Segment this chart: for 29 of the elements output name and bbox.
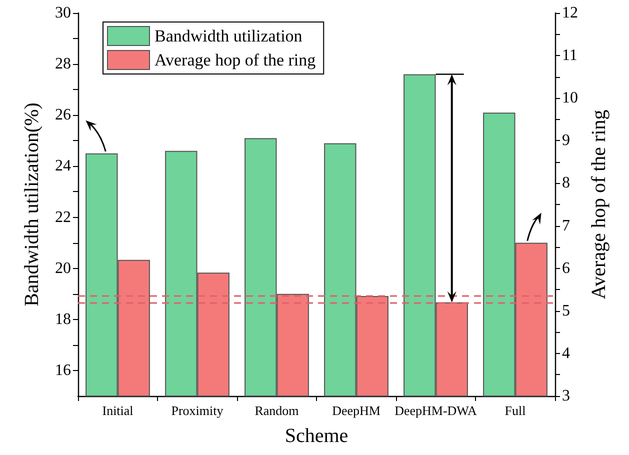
y-tick-label: 24 xyxy=(55,158,71,175)
y2-axis-title: Average hop of the ring xyxy=(588,110,610,300)
x-tick-label: Full xyxy=(504,403,526,418)
y-tick-label: 30 xyxy=(55,4,71,22)
y-tick-label: 20 xyxy=(55,260,71,277)
y-tick-label: 28 xyxy=(55,56,71,73)
y2-tick-label: 11 xyxy=(562,47,578,64)
y2-tick-label: 9 xyxy=(562,132,570,150)
y2-tick-label: 4 xyxy=(562,344,570,362)
y-tick-label: 16 xyxy=(55,362,71,379)
y2-tick-label: 8 xyxy=(562,174,570,192)
x-axis-title: Scheme xyxy=(284,425,348,447)
y-axis-title: Bandwidth utilization(%) xyxy=(21,102,43,306)
x-tick-label: DeepHM xyxy=(332,403,381,418)
y2-tick-label: 12 xyxy=(562,4,578,22)
x-tick-label: DeepHM-DWA xyxy=(394,403,478,418)
x-tick-label: Random xyxy=(254,403,299,418)
y-tick-label: 26 xyxy=(55,106,71,124)
y2-tick-label: 10 xyxy=(562,90,578,107)
y2-tick-label: 5 xyxy=(562,302,570,320)
y-tick-label: 18 xyxy=(55,310,71,328)
y-tick-label: 22 xyxy=(55,208,71,226)
legend-label: Bandwidth utilization xyxy=(154,26,303,46)
y2-tick-label: 7 xyxy=(562,217,570,234)
x-tick-label: Initial xyxy=(102,403,134,418)
y2-tick-label: 3 xyxy=(562,388,570,404)
y2-tick-label: 6 xyxy=(562,260,570,277)
x-tick-label: Proximity xyxy=(171,403,224,418)
legend-label: Average hop of the ring xyxy=(154,50,316,70)
